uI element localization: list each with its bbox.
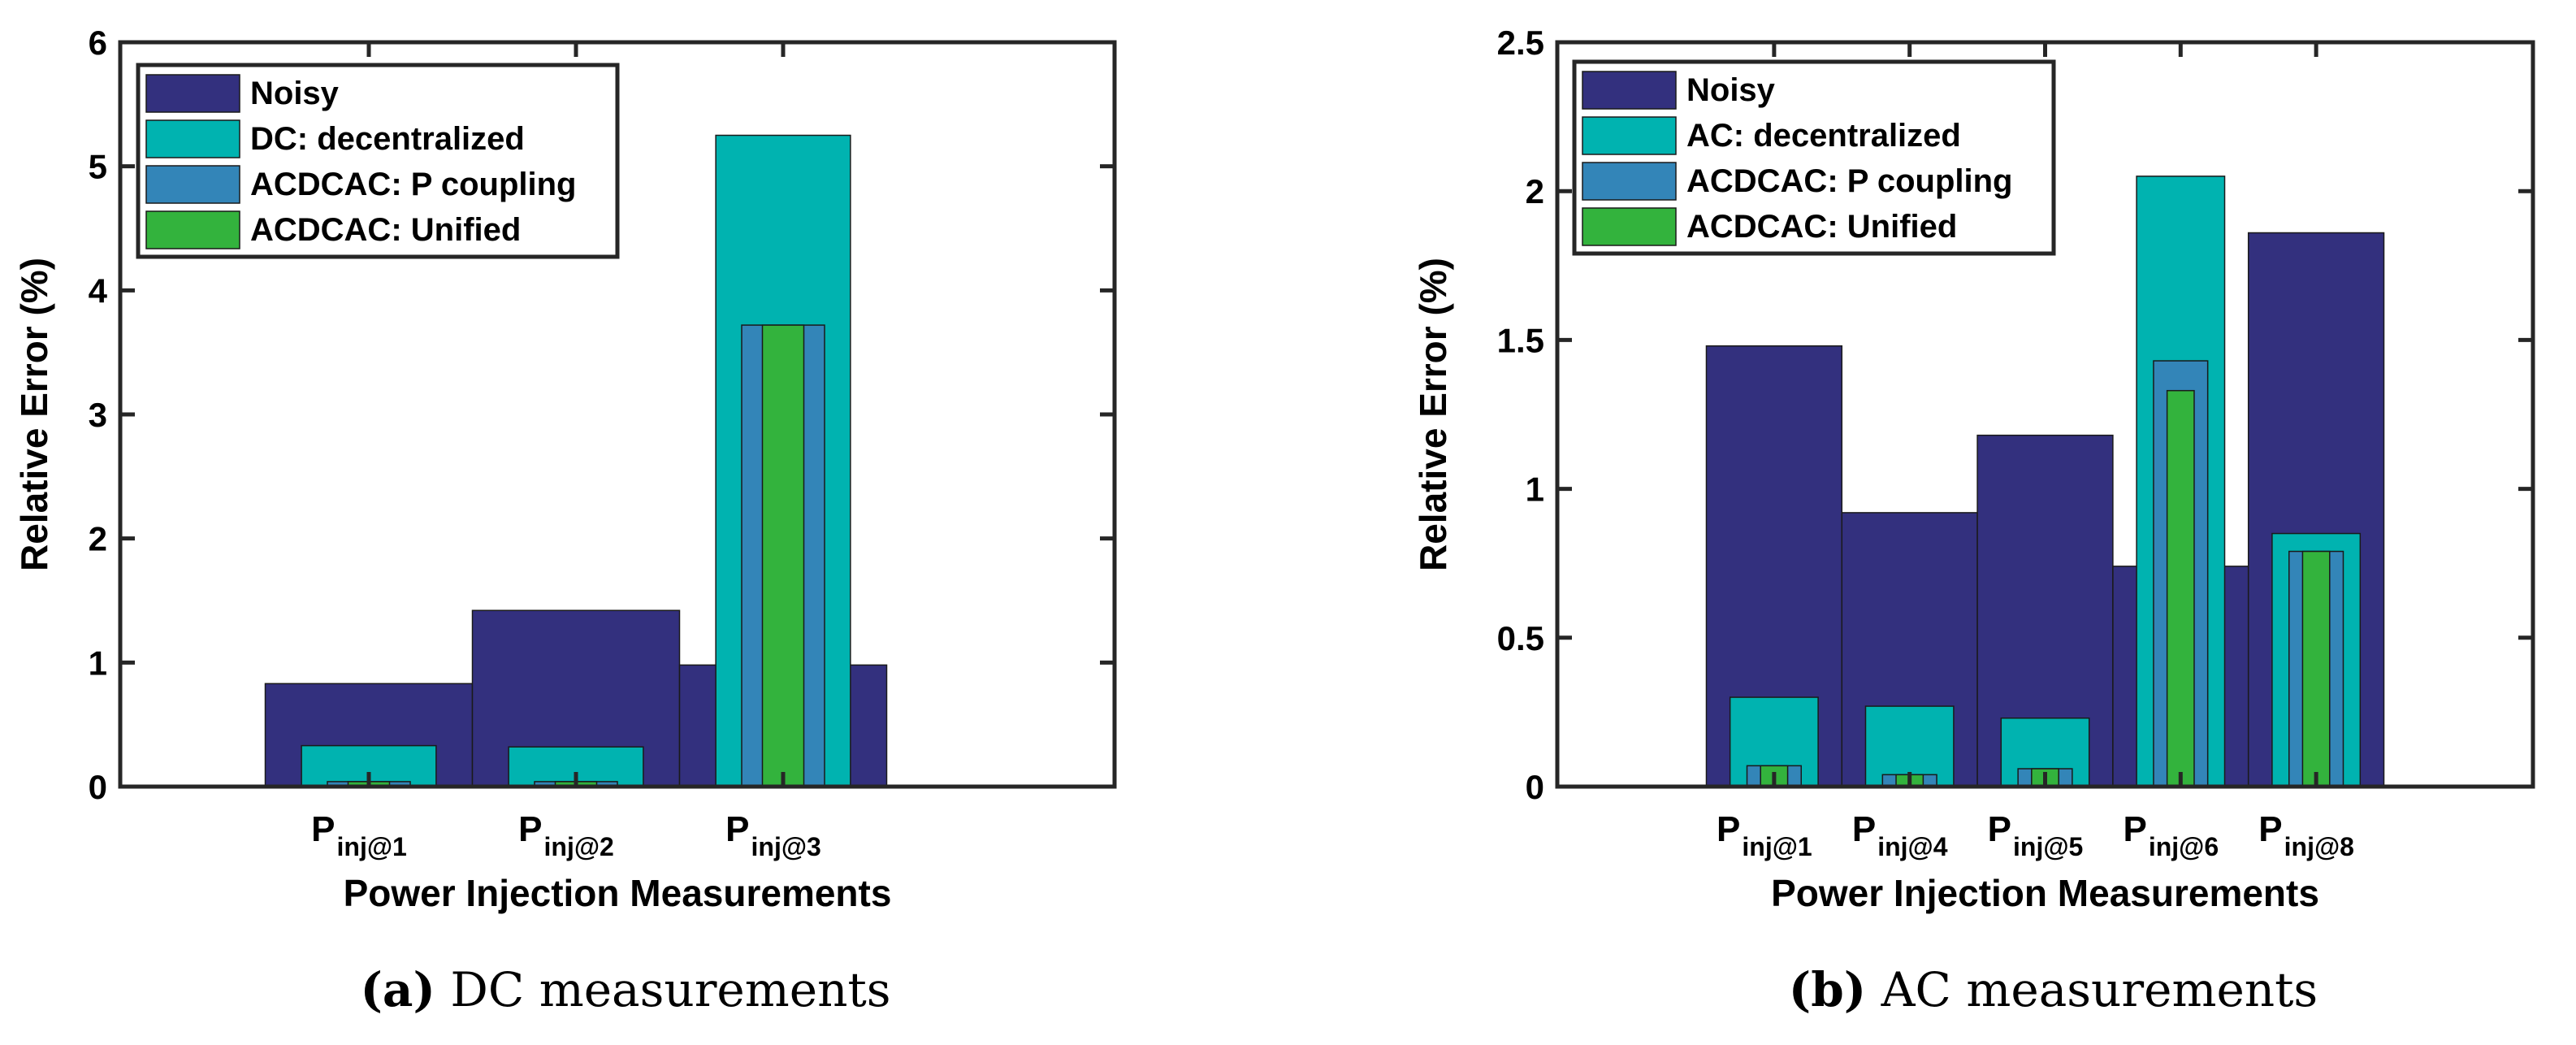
bar: [761, 324, 805, 787]
legend-swatch: [1582, 116, 1677, 155]
x-tick-label: Pinj@5: [1988, 809, 2084, 861]
x-tick-label: Pinj@1: [311, 809, 407, 861]
axes-box: [1555, 40, 2535, 789]
y-tick-label: 6: [89, 24, 107, 62]
y-tick-label: 2: [1526, 172, 1544, 210]
x-axis-title: Power Injection Measurements: [344, 872, 892, 914]
x-tick-label: Pinj@8: [2258, 809, 2354, 861]
x-tick-label: Pinj@6: [2123, 809, 2219, 861]
legend-label: ACDCAC: Unified: [250, 212, 521, 248]
legend-label: Noisy: [1686, 72, 1776, 108]
y-tick-label: 5: [89, 148, 107, 186]
legend-swatch: [1582, 71, 1677, 110]
x-axis-title: Power Injection Measurements: [1771, 872, 2319, 914]
legend-label: AC: decentralized: [1686, 118, 1961, 154]
legend: Noisy DC: decentralized ACDCAC: P coupling…: [136, 63, 620, 259]
x-tick-label: Pinj@1: [1717, 809, 1812, 861]
y-tick-label: 2.5: [1497, 24, 1544, 62]
legend-swatch: [1582, 162, 1677, 201]
caption-label: (b): [1789, 962, 1866, 1017]
axes-box: [118, 40, 1117, 789]
chart-panel-dc: 0 1 2 3 4 5 6 Pinj@1 Pinj@2 Pinj@3 Power Injection…: [13, 24, 1117, 1017]
legend-label: ACDCAC: P coupling: [1686, 163, 2012, 199]
chart-panel-ac: 0 0.5 1 1.5 2 2.5 Pinj@1 Pinj@4 Pinj@5 Pinj@6 Pinj…: [1412, 24, 2535, 1017]
x-tick-label: Pinj@2: [518, 809, 614, 861]
y-tick-label: 1: [89, 644, 107, 682]
legend-label: ACDCAC: Unified: [1686, 209, 1957, 245]
figure-caption: (b) AC measurements: [1789, 962, 2318, 1017]
caption-text: AC measurements: [1866, 962, 2318, 1017]
y-tick-label: 3: [89, 396, 107, 434]
x-tick-label: Pinj@3: [725, 809, 821, 861]
legend-swatch: [145, 119, 240, 158]
legend-label: Noisy: [250, 76, 340, 111]
legend-swatch: [145, 165, 240, 204]
y-tick-label: 2: [89, 520, 107, 558]
legend-swatch: [145, 74, 240, 113]
y-axis-title: Relative Error (%): [13, 258, 55, 571]
y-axis-title: Relative Error (%): [1412, 258, 1454, 571]
y-tick-label: 1: [1526, 470, 1544, 509]
x-tick-label: Pinj@4: [1852, 809, 1948, 861]
series-4: [1760, 389, 2331, 787]
caption-text: DC measurements: [435, 962, 891, 1017]
figure-caption: (a) DC measurements: [360, 962, 890, 1017]
y-tick-label: 1.5: [1497, 321, 1544, 359]
y-tick-label: 0: [1526, 768, 1544, 806]
legend-label: DC: decentralized: [250, 121, 525, 157]
legend: Noisy AC: decentralized ACDCAC: P coupling…: [1572, 59, 2056, 256]
bar: [2166, 389, 2195, 787]
y-tick-label: 0.5: [1497, 619, 1544, 657]
legend-swatch: [145, 210, 240, 249]
legend-swatch: [1582, 207, 1677, 246]
y-tick-label: 4: [89, 271, 108, 310]
caption-label: (a): [360, 962, 435, 1017]
legend-label: ACDCAC: P coupling: [250, 167, 576, 202]
bar: [2301, 550, 2331, 787]
y-tick-label: 0: [89, 768, 107, 806]
